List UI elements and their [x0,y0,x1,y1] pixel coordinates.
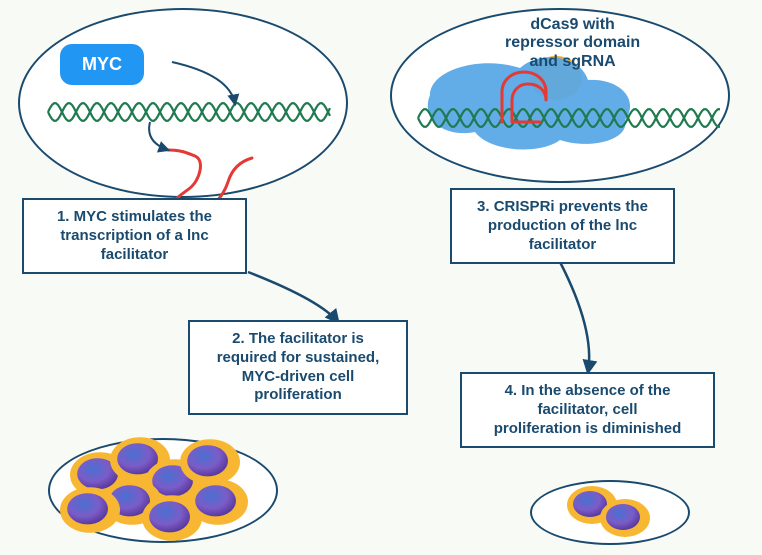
annot-line: and sgRNA [505,53,640,71]
panel-bottom-left [48,438,278,543]
caption-box-4: 4. In the absence of thefacilitator, cel… [460,372,715,448]
caption-line: 4. In the absence of the [472,382,703,401]
caption-line: production of the lnc [462,217,663,236]
caption-line: facilitator [462,236,663,255]
annot-line: dCas9 with [505,16,640,34]
caption-line: 2. The facilitator is [200,330,396,349]
caption-line: proliferation [200,386,396,405]
caption-box-2: 2. The facilitator isrequired for sustai… [188,320,408,415]
caption-line: transcription of a lnc [34,227,235,246]
caption-line: MYC-driven cell [200,368,396,387]
caption-box-1: 1. MYC stimulates thetranscription of a … [22,198,247,274]
dcas9-annotation: dCas9 with repressor domain and sgRNA [505,16,640,71]
caption-line: facilitator [34,246,235,265]
panel-bottom-right [530,480,690,545]
caption-line: facilitator, cell [472,401,703,420]
panel-top-left [18,8,348,198]
annot-line: repressor domain [505,34,640,52]
caption-box-3: 3. CRISPRi prevents theproduction of the… [450,188,675,264]
myc-label: MYC [60,44,144,85]
caption-line: proliferation is diminished [472,420,703,439]
caption-line: required for sustained, [200,349,396,368]
caption-line: 1. MYC stimulates the [34,208,235,227]
caption-line: 3. CRISPRi prevents the [462,198,663,217]
myc-text: MYC [82,54,122,74]
